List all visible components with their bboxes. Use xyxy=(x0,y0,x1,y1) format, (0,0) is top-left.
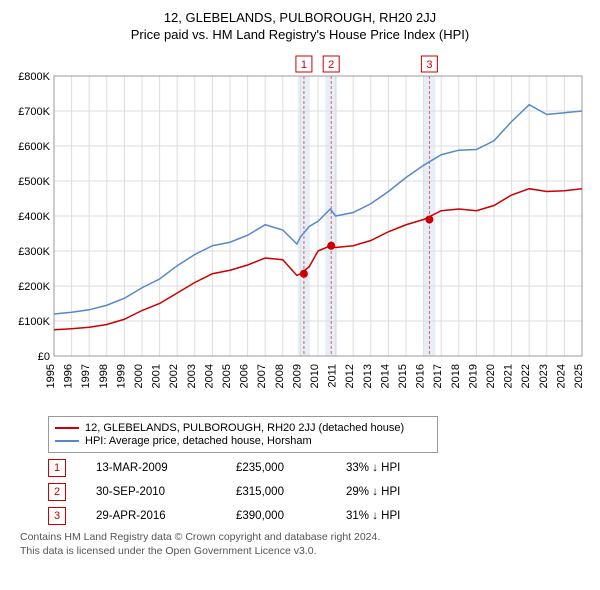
sale-pct: 33% ↓ HPI xyxy=(346,462,446,474)
sale-date: 29-APR-2016 xyxy=(96,510,206,522)
chart-title-address: 12, GLEBELANDS, PULBOROUGH, RH20 2JJ xyxy=(10,10,590,25)
svg-text:1995: 1995 xyxy=(45,364,57,388)
sale-date: 13-MAR-2009 xyxy=(96,462,206,474)
legend-swatch xyxy=(55,440,79,442)
chart-svg: £0 £100K £200K £300K £400K £500K £600K £700K £80… xyxy=(10,50,590,410)
svg-text:2016: 2016 xyxy=(415,364,427,388)
svg-text:2023: 2023 xyxy=(538,364,550,388)
svg-text:2007: 2007 xyxy=(256,364,268,388)
legend-label: HPI: Average price, detached house, Hors… xyxy=(85,435,312,447)
svg-text:2008: 2008 xyxy=(274,364,286,388)
svg-text:2011: 2011 xyxy=(327,364,339,388)
svg-text:2019: 2019 xyxy=(467,364,479,388)
svg-text:3: 3 xyxy=(426,59,432,71)
svg-text:1996: 1996 xyxy=(63,364,75,388)
svg-text:2004: 2004 xyxy=(203,364,215,388)
svg-text:£100K: £100K xyxy=(18,316,50,328)
legend-swatch xyxy=(55,427,79,429)
svg-text:2014: 2014 xyxy=(379,364,391,388)
svg-text:2024: 2024 xyxy=(555,364,567,388)
sale-price: £315,000 xyxy=(236,486,316,498)
legend-item: HPI: Average price, detached house, Hors… xyxy=(55,435,431,447)
sale-pct: 29% ↓ HPI xyxy=(346,486,446,498)
svg-text:£700K: £700K xyxy=(18,106,50,118)
svg-text:2005: 2005 xyxy=(221,364,233,388)
svg-text:£600K: £600K xyxy=(18,141,50,153)
plot-area: £0 £100K £200K £300K £400K £500K £600K £700K £80… xyxy=(10,50,590,410)
sale-row: 2 30-SEP-2010 £315,000 29% ↓ HPI xyxy=(48,483,580,501)
sale-row: 1 13-MAR-2009 £235,000 33% ↓ HPI xyxy=(48,459,580,477)
svg-text:2006: 2006 xyxy=(239,364,251,388)
svg-text:2013: 2013 xyxy=(362,364,374,388)
sales-table: 1 13-MAR-2009 £235,000 33% ↓ HPI 2 30-SEP-201… xyxy=(48,459,580,525)
svg-text:2010: 2010 xyxy=(309,364,321,388)
svg-text:£300K: £300K xyxy=(18,246,50,258)
legend-item: 12, GLEBELANDS, PULBOROUGH, RH20 2JJ (de… xyxy=(55,422,431,434)
svg-text:2017: 2017 xyxy=(432,364,444,388)
footer-line2: This data is licensed under the Open Gov… xyxy=(20,545,580,559)
svg-text:2003: 2003 xyxy=(186,364,198,388)
legend-label: 12, GLEBELANDS, PULBOROUGH, RH20 2JJ (de… xyxy=(85,422,404,434)
svg-text:1: 1 xyxy=(301,59,307,71)
svg-text:£500K: £500K xyxy=(18,176,50,188)
sale-badge: 1 xyxy=(48,459,66,477)
sale-badge: 2 xyxy=(48,483,66,501)
svg-text:2018: 2018 xyxy=(450,364,462,388)
svg-text:2022: 2022 xyxy=(520,364,532,388)
chart-container: 12, GLEBELANDS, PULBOROUGH, RH20 2JJ Pri… xyxy=(10,10,590,558)
svg-text:£0: £0 xyxy=(38,351,50,363)
sale-price: £390,000 xyxy=(236,510,316,522)
svg-text:£400K: £400K xyxy=(18,211,50,223)
svg-text:2001: 2001 xyxy=(151,364,163,388)
footer: Contains HM Land Registry data © Crown c… xyxy=(20,531,580,558)
svg-text:2020: 2020 xyxy=(485,364,497,388)
svg-text:2012: 2012 xyxy=(344,364,356,388)
chart-title-sub: Price paid vs. HM Land Registry's House … xyxy=(10,27,590,42)
sale-date: 30-SEP-2010 xyxy=(96,486,206,498)
svg-text:£200K: £200K xyxy=(18,281,50,293)
svg-text:2009: 2009 xyxy=(291,364,303,388)
sale-badge: 3 xyxy=(48,507,66,525)
svg-text:2015: 2015 xyxy=(397,364,409,388)
svg-text:2021: 2021 xyxy=(503,364,515,388)
sale-price: £235,000 xyxy=(236,462,316,474)
sale-pct: 31% ↓ HPI xyxy=(346,510,446,522)
svg-text:2: 2 xyxy=(328,59,334,71)
svg-text:1999: 1999 xyxy=(115,364,127,388)
footer-line1: Contains HM Land Registry data © Crown c… xyxy=(20,531,580,545)
legend: 12, GLEBELANDS, PULBOROUGH, RH20 2JJ (de… xyxy=(48,416,438,453)
svg-text:£800K: £800K xyxy=(18,71,50,83)
sale-row: 3 29-APR-2016 £390,000 31% ↓ HPI xyxy=(48,507,580,525)
svg-text:1997: 1997 xyxy=(80,364,92,388)
svg-text:2000: 2000 xyxy=(133,364,145,388)
svg-text:2025: 2025 xyxy=(573,364,585,388)
svg-text:2002: 2002 xyxy=(168,364,180,388)
svg-text:1998: 1998 xyxy=(98,364,110,388)
